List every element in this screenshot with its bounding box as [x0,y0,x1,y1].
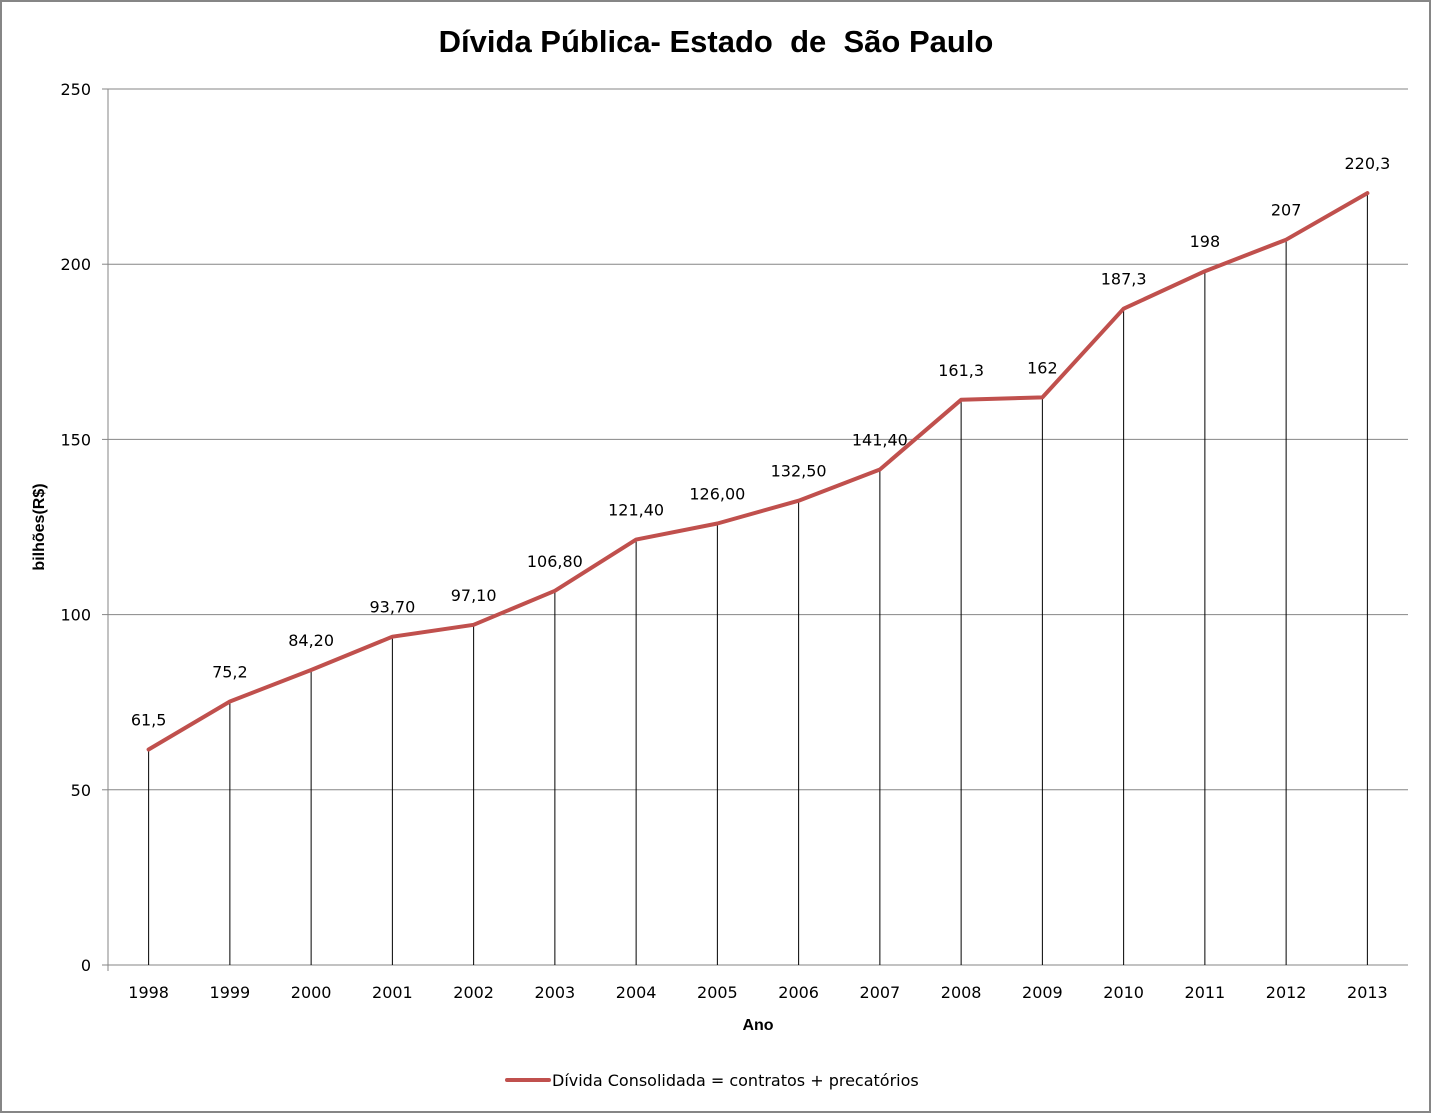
data-label-2012: 207 [1271,201,1302,220]
data-label-2007: 141,40 [852,431,908,450]
x-tick-label: 1998 [128,983,169,1002]
legend-label: Dívida Consolidada = contratos + precató… [552,1071,919,1090]
data-label-2005: 126,00 [689,484,745,503]
x-tick-label: 2006 [778,983,819,1002]
data-label-2011: 198 [1190,232,1221,251]
y-axis: 0 50 100 150 200 250 [60,80,109,975]
x-tick-label: 2004 [616,983,657,1002]
x-axis-title: Ano [742,1017,773,1034]
data-label-2006: 132,50 [771,462,827,481]
data-label-2004: 121,40 [608,501,664,520]
x-tick-label: 2013 [1347,983,1388,1002]
series-line-group [146,191,1370,752]
data-label-2008: 161,3 [938,361,984,380]
data-label-1999: 75,2 [212,662,248,681]
y-axis-title: bilhões(R$) [31,483,48,570]
y-tick-label: 200 [60,255,91,274]
data-label-2010: 187,3 [1101,270,1147,289]
x-tick-label: 2001 [372,983,413,1002]
x-tick-label: 2005 [697,983,738,1002]
x-tick-label: 2009 [1022,983,1063,1002]
x-tick-label: 2000 [291,983,332,1002]
gridlines [108,88,1408,791]
x-tick-label: 1999 [210,983,251,1002]
data-labels: 61,5 75,2 84,20 93,70 97,10 106,80 121,40 126,0… [131,154,1390,729]
y-tick-label: 100 [60,606,91,625]
data-label-2003: 106,80 [527,552,583,571]
data-label-2000: 84,20 [288,631,334,650]
y-tick-label: 0 [81,956,91,975]
y-tick-label: 250 [60,80,91,99]
y-tick-label: 50 [71,781,91,800]
data-label-2013: 220,3 [1344,154,1390,173]
x-tick-label: 2003 [535,983,576,1002]
data-label-2001: 93,70 [369,598,415,617]
x-tick-label: 2012 [1266,983,1307,1002]
x-tick-label: 2008 [941,983,982,1002]
x-tick-label: 2007 [860,983,901,1002]
series-line [146,191,1370,752]
x-tick-label: 2010 [1103,983,1144,1002]
y-tick-label: 150 [60,430,91,449]
data-label-1998: 61,5 [131,711,167,730]
x-axis: 1998 1999 2000 2001 2002 2003 2004 2005 2006 2007… [102,964,1408,1002]
drop-lines [148,193,1368,965]
chart-title: Dívida Pública- Estado de São Paulo [439,24,994,59]
data-label-2002: 97,10 [451,586,497,605]
x-tick-label: 2002 [453,983,494,1002]
x-tick-label: 2011 [1185,983,1226,1002]
legend: Dívida Consolidada = contratos + precató… [505,1071,919,1090]
data-label-2009: 162 [1027,358,1058,377]
